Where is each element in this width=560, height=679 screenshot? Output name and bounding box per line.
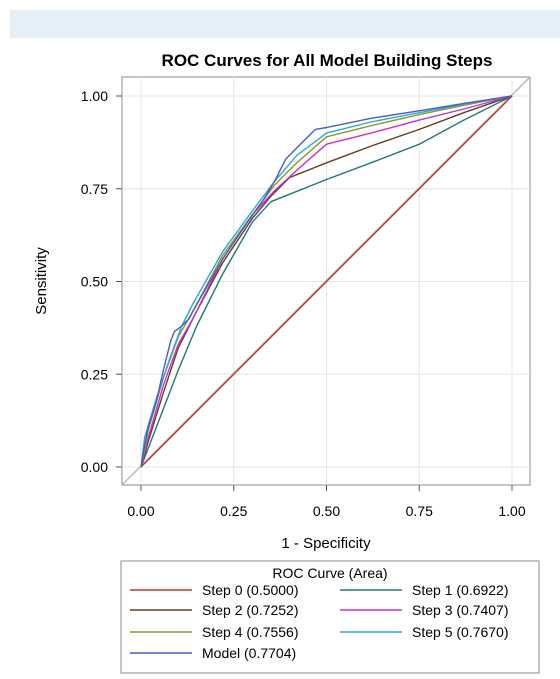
diagonal-reference	[121, 76, 531, 486]
legend-label-step-1: Step 1 (0.6922)	[412, 582, 509, 598]
x-tick-label: 0.00	[127, 503, 154, 519]
legend-entries: Step 0 (0.5000) Step 1 (0.6922) Step 2 (0.…	[130, 582, 509, 661]
axis-ticks: 0.00 0.00 0.25 0.25 0.50 0.50 0.75 0.75 1.00 1.00	[81, 88, 526, 519]
legend-box	[120, 560, 540, 674]
y-tick-label: 0.75	[81, 181, 108, 197]
roc-line-step-3	[140, 95, 513, 468]
legend-title: ROC Curve (Area)	[272, 565, 387, 581]
x-tick-label: 0.75	[406, 503, 433, 519]
roc-line-step-0	[140, 95, 513, 468]
y-tick-label: 0.25	[81, 366, 108, 382]
series-layer	[140, 95, 513, 468]
header-bar	[10, 10, 560, 38]
legend-label-step-3: Step 3 (0.7407)	[412, 602, 509, 618]
reference-diagonal	[121, 76, 531, 486]
legend-label-step-4: Step 4 (0.7556)	[202, 624, 299, 640]
roc-line-model	[140, 95, 513, 468]
legend-label-model: Model (0.7704)	[202, 645, 296, 661]
y-tick-label: 1.00	[81, 88, 108, 104]
x-tick-label: 0.50	[313, 503, 340, 519]
y-axis-label: Sensitivity	[33, 247, 50, 315]
y-tick-label: 0.50	[81, 274, 108, 290]
x-tick-label: 0.25	[220, 503, 247, 519]
x-tick-label: 1.00	[498, 503, 525, 519]
roc-line-step-5	[140, 95, 513, 468]
y-tick-label: 0.00	[81, 459, 108, 475]
roc-line-step-1	[140, 95, 513, 468]
legend-label-step-0: Step 0 (0.5000)	[202, 582, 299, 598]
x-axis-label: 1 - Specificity	[281, 535, 371, 552]
roc-line-step-2	[140, 95, 513, 468]
legend-label-step-5: Step 5 (0.7670)	[412, 624, 509, 640]
chart-title: ROC Curves for All Model Building Steps	[162, 51, 493, 70]
legend-label-step-2: Step 2 (0.7252)	[202, 602, 299, 618]
